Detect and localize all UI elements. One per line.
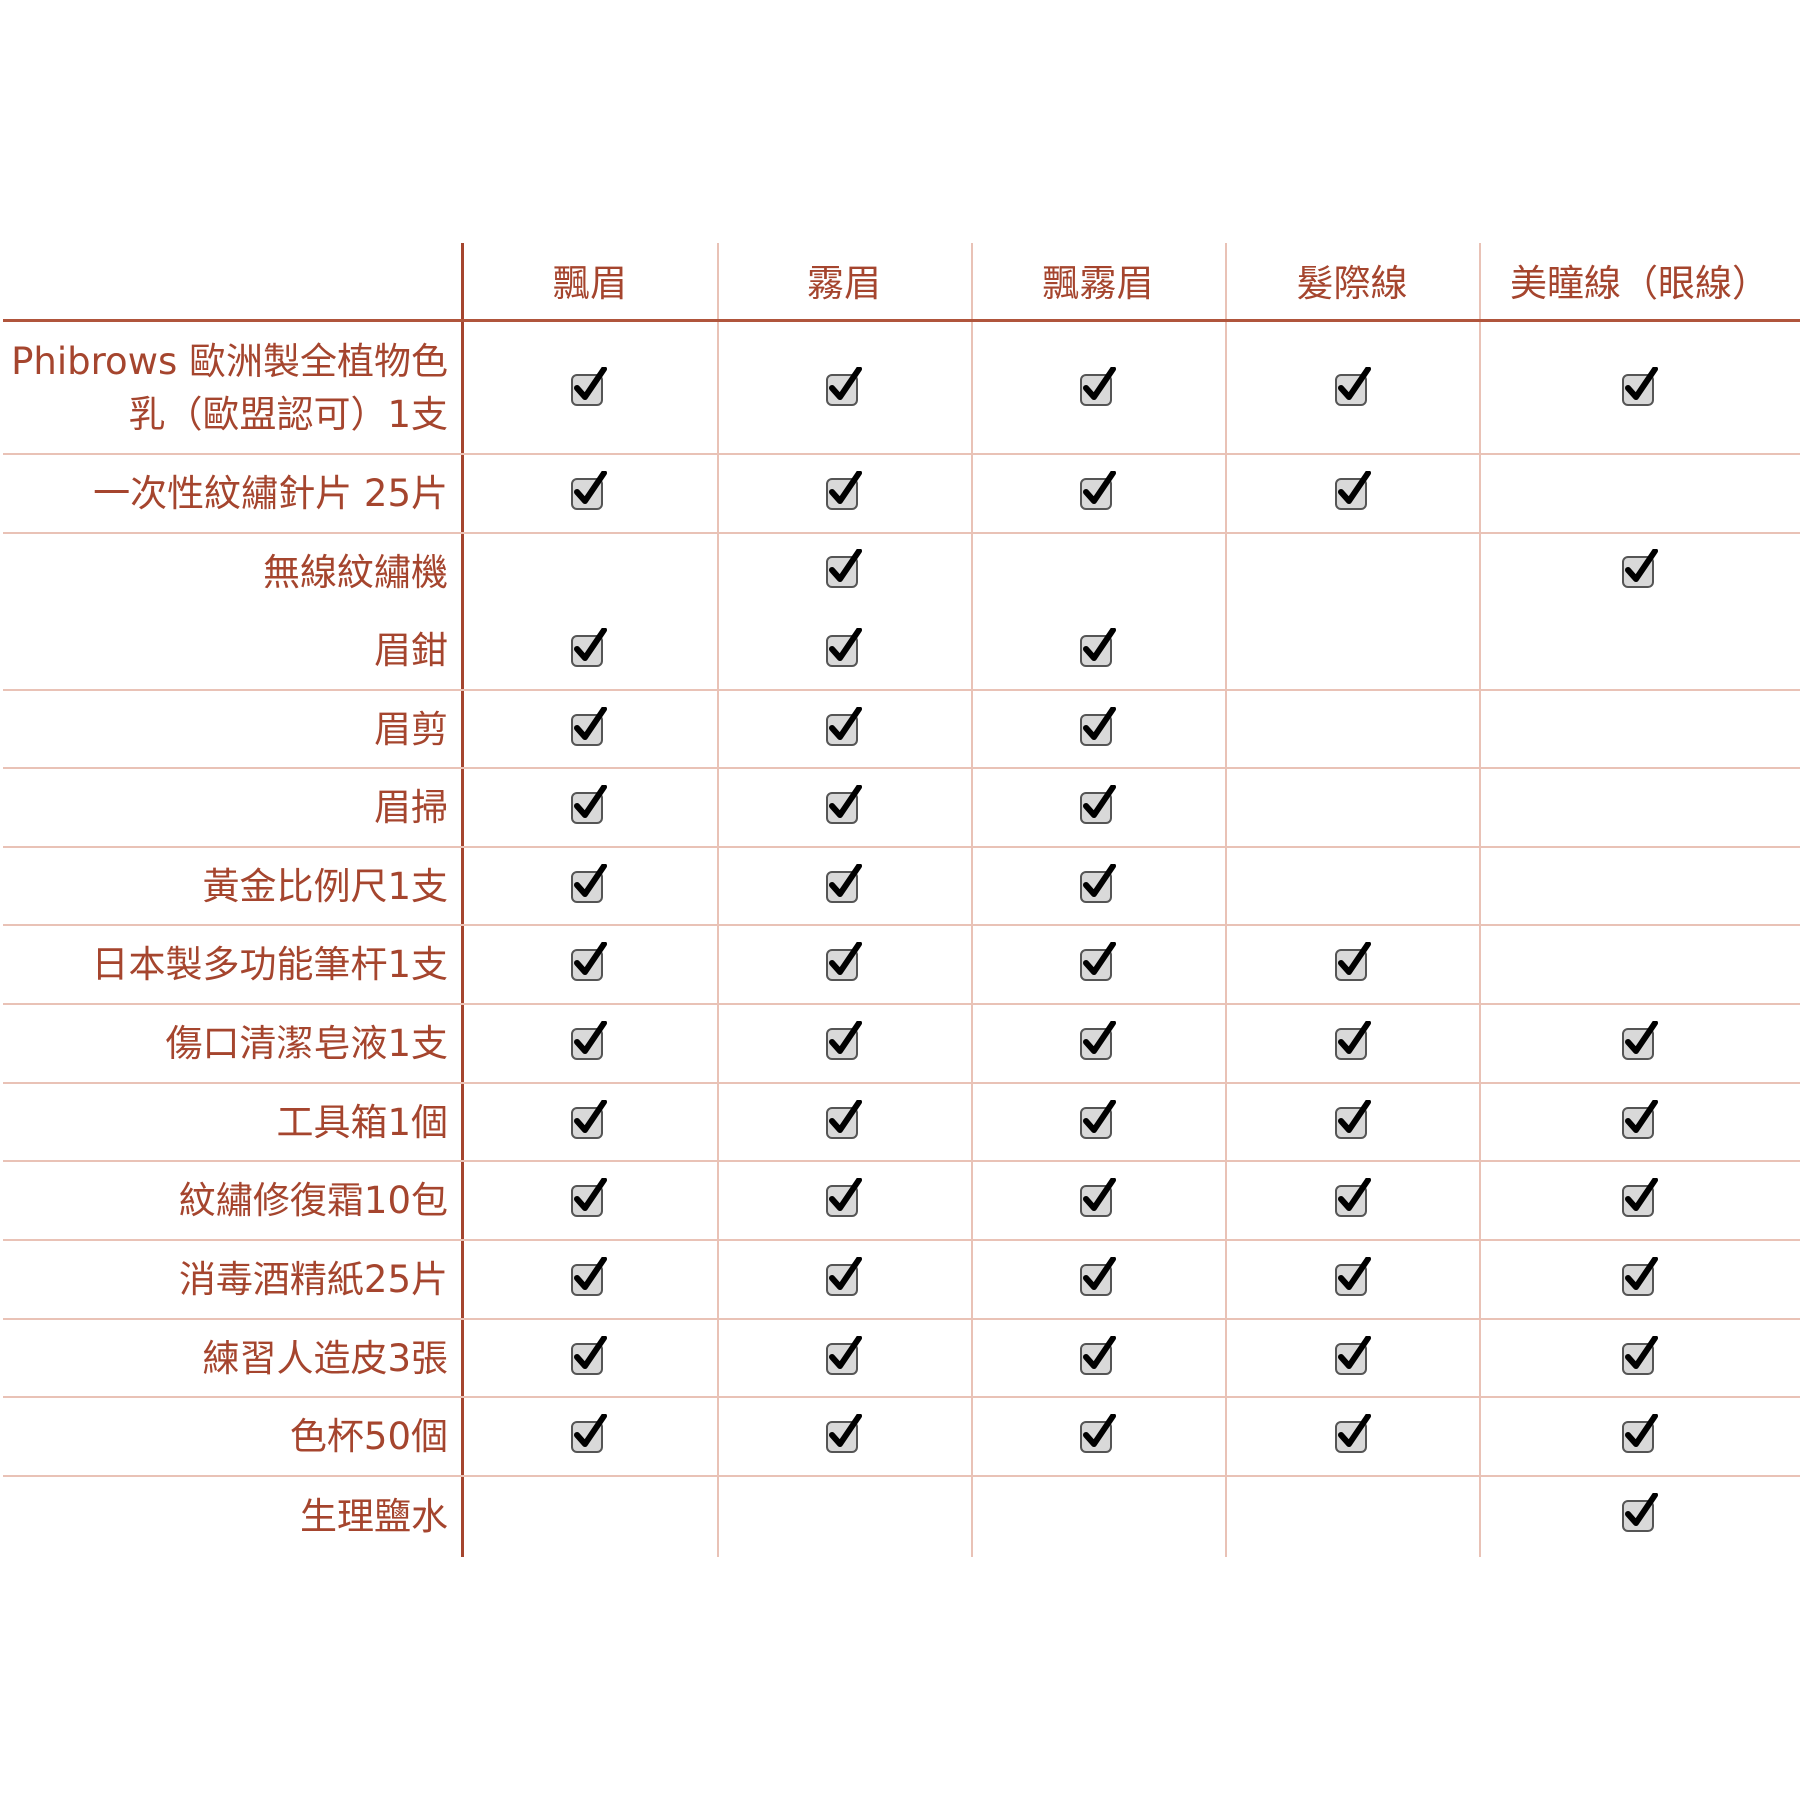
checkbox-checked-icon [1621, 1336, 1659, 1376]
checkbox-checked-icon [825, 367, 863, 407]
checkbox-checked-icon [1621, 1493, 1659, 1533]
row-divider [3, 532, 1800, 534]
checkbox-checked-icon [825, 1100, 863, 1140]
checkbox-checked-icon [1334, 1021, 1372, 1061]
row-divider [3, 1475, 1800, 1477]
checkbox-checked-icon [825, 1257, 863, 1297]
row-label: 工具箱1個 [276, 1100, 448, 1144]
checkbox-checked-icon [570, 1257, 608, 1297]
row-divider [3, 1160, 1800, 1162]
checkbox-checked-icon [1079, 1100, 1117, 1140]
checkbox-checked-icon [570, 628, 608, 668]
checkbox-checked-icon [825, 707, 863, 747]
checkbox-checked-icon [570, 942, 608, 982]
checkbox-checked-icon [1334, 1178, 1372, 1218]
checkbox-checked-icon [1621, 1414, 1659, 1454]
row-label: 黃金比例尺1支 [202, 864, 448, 908]
column-divider [1225, 243, 1227, 1557]
column-divider [971, 243, 973, 1557]
checkbox-checked-icon [1079, 1414, 1117, 1454]
column-divider-main [461, 243, 464, 1557]
column-heading: 美瞳線（眼線） [1510, 262, 1769, 305]
row-divider [3, 1396, 1800, 1398]
checkbox-checked-icon [1621, 367, 1659, 407]
checkbox-checked-icon [1079, 367, 1117, 407]
row-label: 眉鉗 [374, 629, 448, 672]
checkbox-checked-icon [570, 1021, 608, 1061]
checkbox-checked-icon [1079, 1178, 1117, 1218]
checkbox-checked-icon [570, 1178, 608, 1218]
checkbox-checked-icon [570, 785, 608, 825]
row-label: 生理鹽水 [300, 1495, 448, 1538]
row-divider [3, 767, 1800, 769]
checkbox-checked-icon [825, 864, 863, 904]
row-divider [3, 1318, 1800, 1320]
column-heading: 飄眉 [553, 262, 627, 305]
checkbox-checked-icon [1334, 471, 1372, 511]
checkbox-checked-icon [1079, 1336, 1117, 1376]
checkbox-checked-icon [825, 1021, 863, 1061]
checkbox-checked-icon [1621, 1100, 1659, 1140]
row-label: 日本製多功能筆杆1支 [91, 943, 448, 986]
checkbox-checked-icon [570, 1336, 608, 1376]
row-label: 傷口清潔皂液1支 [165, 1022, 448, 1065]
row-divider [3, 1082, 1800, 1084]
checkbox-checked-icon [825, 549, 863, 589]
row-label: 紋繡修復霜10包 [178, 1179, 448, 1222]
row-label: 一次性紋繡針片 25片 [93, 472, 448, 515]
checkbox-checked-icon [1621, 1021, 1659, 1061]
row-divider [3, 846, 1800, 848]
checkbox-checked-icon [570, 367, 608, 407]
checkbox-checked-icon [825, 1178, 863, 1218]
row-label: Phibrows 歐洲製全植物色 乳（歐盟認可）1支 [11, 339, 448, 436]
checkbox-checked-icon [825, 1336, 863, 1376]
row-divider [3, 1239, 1800, 1241]
checkbox-checked-icon [1079, 628, 1117, 668]
checkbox-checked-icon [1334, 1414, 1372, 1454]
checkbox-checked-icon [1621, 549, 1659, 589]
checkbox-checked-icon [570, 864, 608, 904]
row-label: 眉掃 [374, 786, 448, 829]
row-divider [3, 1003, 1800, 1005]
checkbox-checked-icon [1334, 367, 1372, 407]
column-heading: 髮際線 [1296, 262, 1408, 305]
checkbox-checked-icon [1079, 1257, 1117, 1297]
checkbox-checked-icon [1079, 942, 1117, 982]
column-heading: 霧眉 [807, 262, 881, 305]
checkbox-checked-icon [1621, 1178, 1659, 1218]
checkbox-checked-icon [1079, 471, 1117, 511]
checkbox-checked-icon [825, 785, 863, 825]
row-label: 色杯50個 [289, 1415, 448, 1458]
checkbox-checked-icon [1334, 942, 1372, 982]
checkbox-checked-icon [570, 1100, 608, 1140]
row-divider [3, 689, 1800, 691]
checkbox-checked-icon [825, 628, 863, 668]
row-label: 消毒酒精紙25片 [178, 1258, 448, 1301]
row-divider [3, 453, 1800, 455]
row-label: 眉剪 [374, 707, 448, 751]
checkbox-checked-icon [1334, 1336, 1372, 1376]
checkbox-checked-icon [1621, 1257, 1659, 1297]
checkbox-checked-icon [570, 707, 608, 747]
checkbox-checked-icon [570, 471, 608, 511]
checkbox-checked-icon [825, 942, 863, 982]
checkbox-checked-icon [1079, 707, 1117, 747]
checkbox-checked-icon [1079, 785, 1117, 825]
checkbox-checked-icon [1079, 864, 1117, 904]
column-divider [717, 243, 719, 1557]
checkbox-checked-icon [825, 471, 863, 511]
checkbox-checked-icon [1079, 1021, 1117, 1061]
row-divider [3, 924, 1800, 926]
checkbox-checked-icon [1334, 1100, 1372, 1140]
column-heading: 飄霧眉 [1042, 262, 1154, 305]
row-label: 無線紋繡機 [263, 550, 448, 594]
row-label: 練習人造皮3張 [202, 1336, 448, 1380]
checkbox-checked-icon [825, 1414, 863, 1454]
column-divider [1479, 243, 1481, 1557]
checkbox-checked-icon [570, 1414, 608, 1454]
header-divider [3, 319, 1800, 322]
checkbox-checked-icon [1334, 1257, 1372, 1297]
